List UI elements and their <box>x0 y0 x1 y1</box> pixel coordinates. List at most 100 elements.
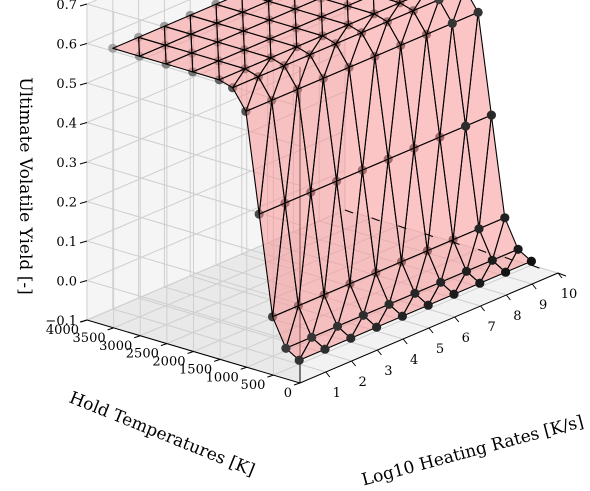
surface-triangle <box>438 0 462 24</box>
z-tick-mark <box>79 319 88 323</box>
scatter-point <box>526 256 537 266</box>
surface-triangle <box>242 19 271 40</box>
surface-triangle <box>375 261 403 305</box>
scatter-point <box>461 266 472 276</box>
z-tick-mark <box>79 201 88 204</box>
surface-triangle <box>232 76 259 112</box>
surface-triangle <box>465 114 492 230</box>
y-tick-mark <box>398 225 407 230</box>
x-tick-mark <box>557 272 563 279</box>
surface-triangle <box>361 21 388 57</box>
scatter-points-front <box>281 0 537 365</box>
surface-triangle <box>311 325 339 350</box>
x-tick-label: 5 <box>436 342 444 357</box>
y-tick-mark <box>557 272 567 277</box>
surface-triangle <box>138 25 166 46</box>
scatter-point <box>397 311 407 321</box>
y-tick-label: 500 <box>241 378 266 393</box>
grid-z-back <box>86 0 191 44</box>
y-tick-label: 2000 <box>152 355 185 370</box>
surface-triangle <box>217 49 246 70</box>
z-tick-mark <box>79 240 88 244</box>
x-tick-label: 8 <box>513 309 521 324</box>
surface-mesh <box>112 0 532 361</box>
surface-triangle <box>388 0 401 4</box>
surface-triangle <box>285 336 313 361</box>
z-tick-label: 0.3 <box>56 156 77 171</box>
scatter-point <box>281 343 291 353</box>
scatter-point <box>332 321 343 331</box>
z-tick-label: 0.1 <box>56 235 77 250</box>
surface-triangle <box>245 99 273 215</box>
x-tick-label: 3 <box>384 364 392 379</box>
surface-triangle <box>268 8 297 29</box>
surface-triangle <box>321 5 349 26</box>
surface-triangle <box>400 250 428 294</box>
scatter-point <box>474 224 484 234</box>
surface-triangle <box>440 270 468 295</box>
surface-triangle <box>296 35 324 56</box>
scatter-point <box>513 244 523 254</box>
surface-triangle <box>294 0 323 18</box>
x-tick-label: 9 <box>539 298 547 313</box>
scatter-point <box>461 121 471 131</box>
scatter-point <box>358 310 368 320</box>
surface-triangle <box>163 14 192 35</box>
surface-triangle <box>267 0 296 10</box>
scatter-point <box>475 278 485 288</box>
surface-triangle <box>413 136 441 252</box>
y-tick-mark <box>504 256 513 261</box>
surface-triangle <box>465 259 493 284</box>
surface-triangle <box>262 0 269 2</box>
scatter-point <box>423 300 433 310</box>
y-tick-mark-left <box>240 366 247 370</box>
z-tick-mark <box>79 43 88 46</box>
z-tick-mark <box>79 280 88 283</box>
surface-triangle <box>347 13 375 34</box>
surface-triangle <box>243 38 272 59</box>
surface-triangle <box>349 272 377 316</box>
scatter-point <box>486 110 496 120</box>
x-tick-label: 4 <box>410 353 418 368</box>
surface-triangle <box>165 52 194 73</box>
surface-triangle <box>336 314 364 339</box>
surface-triangle <box>295 16 324 37</box>
y-axis-label: Hold Temperatures [K] <box>66 388 257 481</box>
y-tick-mark-left <box>187 351 194 354</box>
surface-triangle <box>258 202 286 318</box>
scatter-point <box>307 332 317 342</box>
surface-triangle <box>414 281 442 306</box>
surface-triangle <box>491 248 519 273</box>
x-tick-label: 10 <box>561 287 578 302</box>
scatter-point <box>372 322 382 332</box>
surface-triangle <box>321 24 349 45</box>
y-tick-mark <box>451 241 460 245</box>
x-tick-mark <box>506 294 511 301</box>
z-tick-mark <box>79 3 88 7</box>
surface-triangle <box>138 44 167 65</box>
surface-triangle <box>346 0 375 15</box>
surface-triangle <box>387 147 415 263</box>
x-tick-label: 1 <box>333 386 341 401</box>
surface-triangle <box>361 158 389 274</box>
surface-triangle <box>386 10 414 46</box>
y-tick-mark-left <box>267 374 274 378</box>
surface-triangle <box>323 283 351 327</box>
x-tick-mark <box>351 360 356 367</box>
surface-triangle <box>400 33 428 149</box>
scatter-point <box>449 289 459 299</box>
scatter-point <box>500 213 510 223</box>
scatter-point <box>473 7 483 18</box>
x-tick-mark <box>428 327 434 334</box>
surface-triangle <box>283 54 311 90</box>
z-tick-label: 0.6 <box>56 38 77 53</box>
surface-triangle <box>192 60 220 81</box>
z-tick-label: 0.5 <box>56 77 77 92</box>
surface-triangle <box>190 22 219 43</box>
y-tick-mark <box>371 217 380 222</box>
y-tick-label: 1000 <box>206 370 239 385</box>
surface-triangle <box>218 68 246 89</box>
surface-triangle <box>215 0 244 13</box>
y-tick-label: 1500 <box>179 362 212 377</box>
